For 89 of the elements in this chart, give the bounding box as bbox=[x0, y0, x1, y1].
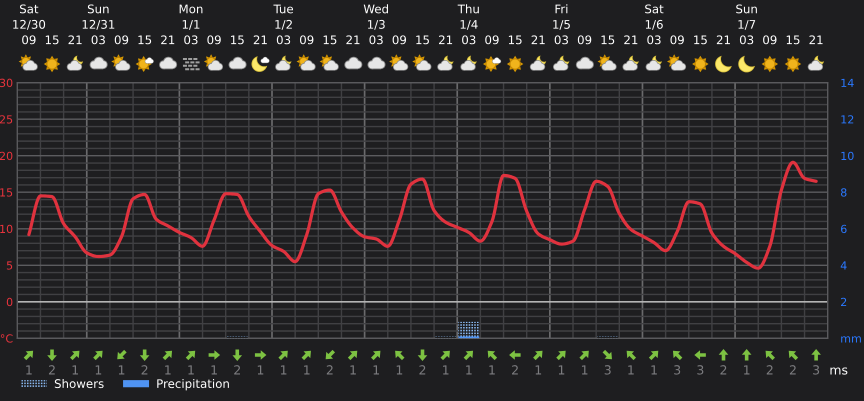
x-tick-label: 21 bbox=[254, 35, 267, 44]
x-tick-label: 21 bbox=[532, 35, 545, 44]
data-label: 2 bbox=[766, 365, 773, 374]
data-label: 1 bbox=[744, 365, 750, 374]
y2-tick-label: 2 bbox=[841, 298, 846, 306]
data-label: 1 bbox=[212, 365, 217, 374]
data-label: 1 bbox=[558, 365, 564, 374]
data-label: 1 bbox=[26, 365, 32, 374]
data-label: 3 bbox=[697, 365, 704, 375]
data-label: 1 bbox=[489, 365, 495, 374]
x-tick-label: 15 bbox=[231, 36, 244, 44]
y-tick-label: °C bbox=[0, 334, 13, 343]
x-tick-label: Sat 12/30 09 bbox=[13, 4, 46, 44]
x-tick-label: 21 bbox=[346, 35, 360, 44]
data-label: 1 bbox=[165, 365, 171, 374]
data-label: 1 bbox=[96, 365, 102, 374]
data-label: 1 bbox=[304, 365, 310, 374]
legend-label: Showers bbox=[54, 378, 104, 388]
x-tick-label: 21 bbox=[716, 35, 730, 44]
y2-tick-label: 10 bbox=[841, 152, 854, 160]
data-label: 2 bbox=[720, 365, 726, 374]
x-tick-label: 09 bbox=[207, 35, 221, 44]
data-label: 1 bbox=[443, 365, 448, 374]
x-tick-label: 09 bbox=[485, 35, 499, 44]
data-label: 1 bbox=[466, 365, 472, 374]
y2-tick-label: mm bbox=[841, 336, 861, 343]
data-label: 2 bbox=[234, 365, 240, 374]
data-label: 1 bbox=[350, 365, 356, 374]
x-tick-label: 21 bbox=[161, 35, 174, 44]
x-tick-label: 15 bbox=[786, 36, 800, 44]
x-tick-label: 15 bbox=[508, 36, 522, 44]
y-tick-label: 25 bbox=[0, 115, 12, 124]
x-tick-label: 15 bbox=[324, 36, 336, 44]
x-tick-label: Sat 1/6 03 bbox=[645, 4, 664, 44]
y-tick-label: 30 bbox=[0, 78, 12, 88]
y2-tick-label: 4 bbox=[840, 261, 847, 270]
data-label: 2 bbox=[419, 365, 426, 374]
x-tick-label: 21 bbox=[624, 35, 638, 44]
x-tick-label: Tue 1/2 03 bbox=[273, 4, 294, 44]
data-label: 3 bbox=[674, 365, 680, 375]
x-tick-label: 09 bbox=[763, 35, 776, 44]
y2-tick-label: 14 bbox=[841, 78, 854, 87]
data-label: 2 bbox=[790, 365, 796, 374]
data-label: 1 bbox=[118, 365, 124, 374]
x-tick-label: 21 bbox=[439, 35, 452, 44]
x-tick-label: 09 bbox=[114, 35, 128, 44]
data-label: 1 bbox=[628, 365, 634, 374]
data-label: 1 bbox=[188, 365, 194, 374]
x-tick-label: 15 bbox=[416, 36, 429, 44]
x-tick-label: 15 bbox=[138, 36, 152, 44]
data-label: 1 bbox=[536, 365, 542, 374]
x-tick-label: 21 bbox=[68, 35, 82, 44]
y2-tick-label: 12 bbox=[841, 115, 854, 124]
data-label: 1 bbox=[258, 365, 264, 374]
y-tick-label: 10 bbox=[0, 224, 12, 234]
data-label: 1 bbox=[651, 365, 657, 374]
data-label: 1 bbox=[280, 365, 286, 374]
x-tick-label: 09 bbox=[392, 35, 406, 44]
data-label: 1 bbox=[582, 365, 588, 374]
y-tick-label: 5 bbox=[6, 261, 12, 270]
x-tick-label: 09 bbox=[670, 35, 684, 44]
data-label: 2 bbox=[326, 365, 333, 374]
x-tick-label: Wed 1/3 03 bbox=[364, 4, 388, 44]
x-tick-label: 15 bbox=[602, 36, 614, 44]
data-label: 2 bbox=[142, 365, 148, 374]
data-label: 1 bbox=[396, 365, 402, 374]
text: ms bbox=[830, 367, 848, 375]
x-tick-label: 21 bbox=[809, 35, 823, 44]
x-tick-label: 15 bbox=[694, 36, 707, 44]
y-tick-label: 0 bbox=[6, 298, 12, 306]
data-label: 2 bbox=[512, 365, 518, 374]
data-label: 1 bbox=[72, 365, 78, 374]
x-tick-label: Mon 1/1 03 bbox=[180, 4, 202, 44]
data-label: 1 bbox=[374, 365, 380, 374]
x-tick-label: Sun 12/31 03 bbox=[82, 4, 114, 44]
x-tick-label: 15 bbox=[46, 36, 59, 44]
y-tick-label: 20 bbox=[0, 152, 12, 160]
y2-tick-label: 8 bbox=[840, 188, 847, 197]
y-tick-label: 15 bbox=[0, 188, 12, 197]
x-tick-label: Fri 1/5 03 bbox=[553, 4, 570, 44]
data-label: 2 bbox=[48, 365, 55, 374]
legend-label: Precipitation bbox=[157, 378, 229, 390]
data-label: 3 bbox=[604, 365, 611, 375]
y2-tick-label: 6 bbox=[840, 224, 847, 234]
x-tick-label: 09 bbox=[300, 35, 314, 44]
x-tick-label: 09 bbox=[578, 35, 592, 44]
x-tick-label: Thu 1/4 03 bbox=[458, 4, 479, 44]
data-label: 3 bbox=[813, 365, 820, 375]
x-tick-label: Sun 1/7 03 bbox=[736, 4, 757, 44]
